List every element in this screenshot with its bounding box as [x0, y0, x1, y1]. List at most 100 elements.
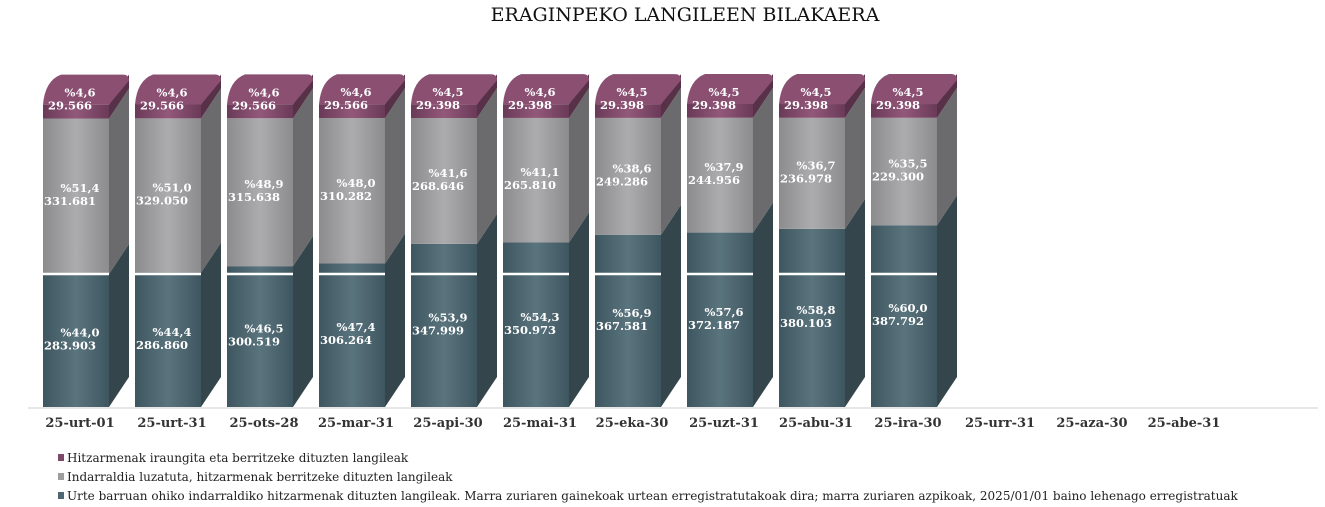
bar-top-face — [687, 74, 773, 104]
bar-segment — [871, 104, 937, 118]
bar-segment — [595, 117, 661, 235]
data-label-pct: %4,6 — [65, 86, 96, 100]
data-label-pct: %56,9 — [613, 306, 652, 320]
data-label-value: 268.646 — [412, 179, 464, 193]
data-label-pct: %53,9 — [429, 310, 468, 324]
data-label-value: 29.398 — [600, 98, 644, 112]
bar-segment-side — [845, 87, 865, 229]
bar-segment — [595, 234, 661, 407]
data-label-pct: %36,7 — [797, 158, 836, 172]
legend-entry: Indarraldia luzatuta, hitzarmenak berrit… — [67, 470, 453, 484]
data-label-value: 306.264 — [320, 333, 372, 347]
data-label-pct: %4,5 — [617, 85, 648, 99]
data-label-pct: %4,5 — [893, 85, 924, 99]
bar-segment-side — [477, 213, 497, 407]
bar-segment — [227, 266, 293, 407]
data-label-pct: %47,4 — [337, 320, 376, 334]
data-label-value: 29.398 — [692, 98, 736, 112]
data-label-pct: %58,8 — [797, 303, 836, 317]
x-tick-label: 25-urt-01 — [45, 416, 114, 431]
bar-segment — [43, 104, 109, 119]
legend-swatch — [58, 454, 64, 461]
data-label-value: 283.903 — [44, 338, 96, 352]
x-tick-label: 25-uzt-31 — [689, 416, 759, 431]
x-tick-label: 25-ots-28 — [230, 416, 299, 431]
data-label-value: 367.581 — [596, 319, 648, 333]
data-label-value: 315.638 — [228, 190, 280, 204]
data-label-value: 29.566 — [48, 99, 92, 113]
bar-segment-side — [937, 87, 957, 226]
bar-top-face — [503, 74, 589, 105]
bar-segment-side — [937, 195, 957, 407]
bar-segment — [43, 273, 109, 407]
bar-segment — [871, 117, 937, 226]
data-label-pct: %44,0 — [61, 325, 100, 339]
data-label-value: 387.792 — [872, 314, 924, 328]
data-label-value: 29.398 — [508, 98, 552, 112]
bar-segment — [135, 272, 201, 407]
bar-segment — [135, 118, 201, 273]
x-tick-label: 25-mai-31 — [503, 416, 577, 431]
data-label-value: 29.398 — [416, 98, 460, 112]
data-label-pct: %4,6 — [157, 85, 188, 99]
x-tick-label: 25-urr-31 — [965, 416, 1035, 431]
data-label-pct: %41,6 — [429, 166, 468, 180]
bar-top-face — [319, 74, 405, 105]
bar-segment — [135, 104, 201, 119]
data-label-value: 29.566 — [140, 98, 184, 112]
x-tick-label: 25-urt-31 — [137, 416, 206, 431]
legend-swatch — [58, 492, 64, 499]
bar-segment — [503, 242, 569, 407]
bar-segment-side — [753, 202, 773, 407]
bar-top-face — [595, 74, 681, 105]
data-label-pct: %41,1 — [521, 165, 560, 179]
data-label-value: 236.978 — [780, 171, 832, 185]
legend-entry: Hitzarmenak iraungita eta berritzeke dit… — [67, 451, 409, 465]
bar-segment-side — [753, 87, 773, 233]
bar-segment — [687, 232, 753, 407]
bar-segment — [687, 117, 753, 233]
legend-entry: Urte barruan ohiko indarraldiko hitzarme… — [67, 489, 1238, 503]
bar-segment — [779, 117, 845, 229]
bar-segment — [227, 104, 293, 119]
bar-segment-side — [385, 88, 405, 264]
data-label-value: 300.519 — [228, 335, 280, 349]
bar-segment-side — [201, 88, 221, 273]
data-label-pct: %51,4 — [61, 181, 100, 195]
bar-segment-side — [845, 198, 865, 407]
bar-segment-side — [201, 242, 221, 407]
data-label-pct: %48,9 — [245, 177, 284, 191]
bar-top-face — [135, 74, 221, 105]
bar-segment — [319, 104, 385, 119]
bar-segment-side — [569, 87, 589, 243]
bar-top-face — [43, 74, 129, 105]
data-label-value: 29.566 — [232, 98, 276, 112]
bar-segment — [503, 104, 569, 118]
data-label-pct: %51,0 — [153, 180, 192, 194]
bar-segment-side — [661, 204, 681, 407]
legend-swatch — [58, 473, 64, 480]
data-label-pct: %57,6 — [705, 305, 744, 319]
bar-segment-side — [109, 243, 129, 407]
data-label-pct: %48,0 — [337, 176, 376, 190]
data-label-pct: %44,4 — [153, 325, 192, 339]
data-label-value: 331.681 — [44, 194, 96, 208]
bar-top-face — [411, 74, 497, 105]
bar-top-face — [227, 74, 313, 105]
data-label-value: 347.999 — [412, 323, 464, 337]
bar-segment — [411, 118, 477, 244]
bar-segment — [319, 263, 385, 407]
bar-segment — [503, 117, 569, 243]
x-tick-label: 25-mar-31 — [318, 416, 394, 431]
bar-segment — [411, 243, 477, 407]
